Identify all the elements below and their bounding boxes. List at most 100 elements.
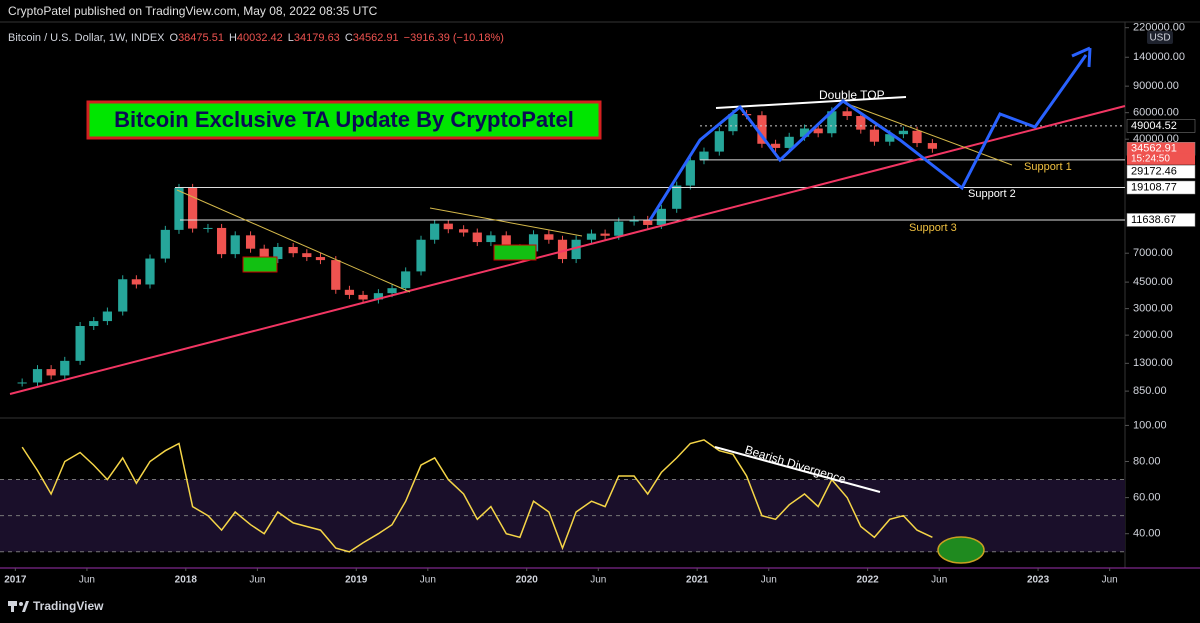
double-top-line bbox=[715, 96, 907, 109]
price-label: 49004.52 bbox=[1131, 120, 1177, 132]
rsi-line bbox=[21, 439, 933, 553]
candle bbox=[273, 246, 283, 260]
ohlc-value: 34179.63 bbox=[294, 32, 340, 44]
x-tick-label: 2017 bbox=[4, 575, 27, 586]
candle bbox=[344, 289, 355, 295]
candle bbox=[387, 288, 397, 294]
footer-bar bbox=[0, 592, 1200, 623]
projection-path bbox=[648, 54, 1088, 221]
candle bbox=[230, 235, 240, 255]
x-tick-label: 2018 bbox=[175, 575, 198, 586]
y-tick-label: 60000.00 bbox=[1133, 107, 1179, 119]
ohlc-key: C bbox=[345, 32, 353, 44]
price-label-box bbox=[1126, 119, 1196, 133]
candle bbox=[856, 116, 866, 130]
change: −3916.39 (−10.18%) bbox=[404, 32, 504, 44]
y-tick-label: 80.00 bbox=[1133, 455, 1161, 467]
candle bbox=[544, 234, 554, 240]
candle bbox=[571, 239, 581, 260]
candle bbox=[728, 113, 738, 132]
price-label-box bbox=[1126, 165, 1196, 179]
y-tick-label: 220000.00 bbox=[1133, 22, 1185, 34]
candle bbox=[315, 257, 326, 261]
candle bbox=[784, 136, 794, 148]
divergence-line bbox=[714, 446, 881, 493]
ohlc-key: L bbox=[288, 32, 294, 44]
candle bbox=[17, 382, 27, 384]
x-tick-label: 2022 bbox=[856, 575, 879, 586]
candle bbox=[629, 219, 639, 222]
candle bbox=[770, 143, 781, 148]
annotation: Support 1 bbox=[1024, 161, 1072, 173]
y-tick-label: 1300.00 bbox=[1133, 357, 1173, 369]
candle bbox=[245, 235, 256, 249]
currency-badge bbox=[1147, 31, 1173, 44]
candle bbox=[302, 253, 312, 258]
x-tick-label: Jun bbox=[420, 575, 436, 586]
candle bbox=[259, 248, 269, 260]
ohlc-key: H bbox=[229, 32, 237, 44]
y-tick-label: 850.00 bbox=[1133, 385, 1167, 397]
candle bbox=[898, 130, 909, 135]
price-label-box bbox=[1126, 180, 1196, 195]
candle bbox=[557, 239, 568, 260]
candle bbox=[145, 258, 155, 285]
annotation: Double TOP bbox=[819, 88, 885, 102]
candle bbox=[614, 221, 624, 236]
annotation: Support 3 bbox=[909, 222, 957, 234]
candle bbox=[401, 271, 411, 289]
ohlc-key: O bbox=[170, 32, 179, 44]
trendline bbox=[844, 102, 1013, 166]
candle bbox=[331, 260, 341, 290]
x-tick-label: Jun bbox=[79, 575, 95, 586]
trendline bbox=[429, 207, 583, 237]
countdown-box bbox=[1127, 153, 1195, 165]
candle bbox=[643, 219, 653, 225]
candle bbox=[501, 235, 511, 249]
y-tick-label: 60.00 bbox=[1133, 492, 1161, 504]
currency: USD bbox=[1149, 33, 1170, 44]
candle bbox=[685, 160, 695, 186]
ohlc-value: 40032.42 bbox=[237, 32, 283, 44]
trendline bbox=[176, 189, 411, 293]
candle bbox=[528, 234, 539, 252]
x-tick-label: Jun bbox=[761, 575, 777, 586]
x-tick-label: 2019 bbox=[345, 575, 368, 586]
candle bbox=[672, 185, 682, 209]
symbol-info: Bitcoin / U.S. Dollar, 1W, INDEX O38475.5… bbox=[8, 32, 504, 44]
price-label: 11638.67 bbox=[1131, 214, 1176, 226]
target-ellipse bbox=[937, 536, 985, 564]
candle bbox=[430, 223, 440, 240]
candle bbox=[102, 311, 112, 322]
candle bbox=[885, 134, 895, 142]
candle bbox=[75, 326, 85, 361]
candle bbox=[288, 246, 298, 254]
candle bbox=[600, 233, 610, 236]
x-tick-label: 2023 bbox=[1027, 575, 1050, 586]
y-tick-label: 140000.00 bbox=[1133, 51, 1185, 63]
symbol-title: Bitcoin / U.S. Dollar, 1W, INDEX bbox=[8, 32, 165, 44]
tv-logo bbox=[8, 601, 29, 612]
candle bbox=[60, 360, 70, 376]
candle bbox=[842, 111, 852, 117]
candle bbox=[714, 131, 724, 152]
x-tick-label: 2021 bbox=[686, 575, 709, 586]
candle bbox=[656, 208, 666, 225]
y-tick-label: 7000.00 bbox=[1133, 247, 1173, 259]
y-tick-label: 40.00 bbox=[1133, 528, 1161, 540]
candle bbox=[32, 369, 43, 383]
candle bbox=[89, 321, 99, 327]
publish-header: CryptoPatel published on TradingView.com… bbox=[8, 4, 378, 18]
y-tick-label: 3000.00 bbox=[1133, 303, 1173, 315]
candle bbox=[358, 294, 368, 300]
candle bbox=[416, 239, 426, 272]
highlight-box bbox=[242, 256, 278, 273]
x-tick-label: Jun bbox=[931, 575, 947, 586]
y-tick-label: 100.00 bbox=[1133, 419, 1167, 431]
countdown: 15:24:50 bbox=[1131, 153, 1170, 164]
y-tick-label: 2000.00 bbox=[1133, 329, 1173, 341]
candle bbox=[586, 233, 597, 240]
highlight-box bbox=[493, 244, 537, 261]
candle bbox=[486, 235, 496, 243]
price-label: 19108.77 bbox=[1131, 181, 1177, 193]
